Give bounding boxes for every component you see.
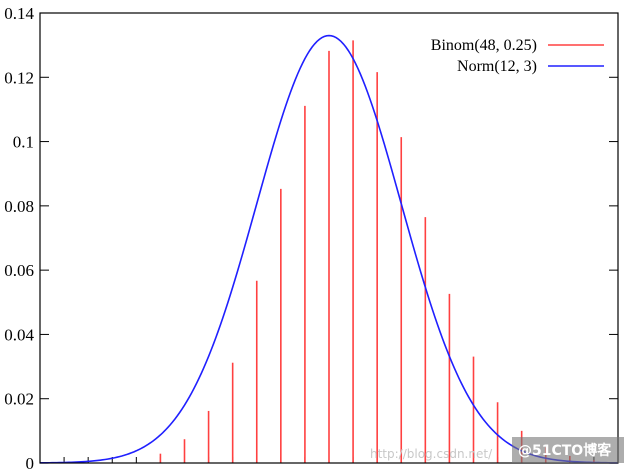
legend-label-norm: Norm(12, 3)	[457, 58, 537, 75]
y-tick-label: 0.08	[4, 197, 34, 216]
watermark-url: http://blog.csdn.net/	[370, 447, 493, 461]
plot-frame	[39, 12, 619, 464]
y-tick-label: 0.1	[13, 133, 34, 152]
y-tick-label: 0.06	[4, 261, 34, 280]
y-tick-label: 0.02	[4, 390, 34, 409]
legend-label-binom: Binom(48, 0.25)	[431, 37, 537, 54]
y-tick-label: 0.14	[4, 4, 34, 23]
y-tick-label: 0.12	[4, 68, 34, 87]
binom-series	[159, 40, 595, 463]
y-tick-label: 0.04	[4, 325, 34, 344]
credit-badge	[512, 437, 624, 463]
y-axis-ticks: 0 0.02 0.04 0.06 0.08 0.1 0.12 0.14	[4, 4, 618, 472]
legend: Binom(48, 0.25) Norm(12, 3)	[431, 37, 604, 75]
y-tick-label: 0	[26, 454, 35, 472]
watermark-credit: @51CTO博客	[518, 442, 612, 459]
